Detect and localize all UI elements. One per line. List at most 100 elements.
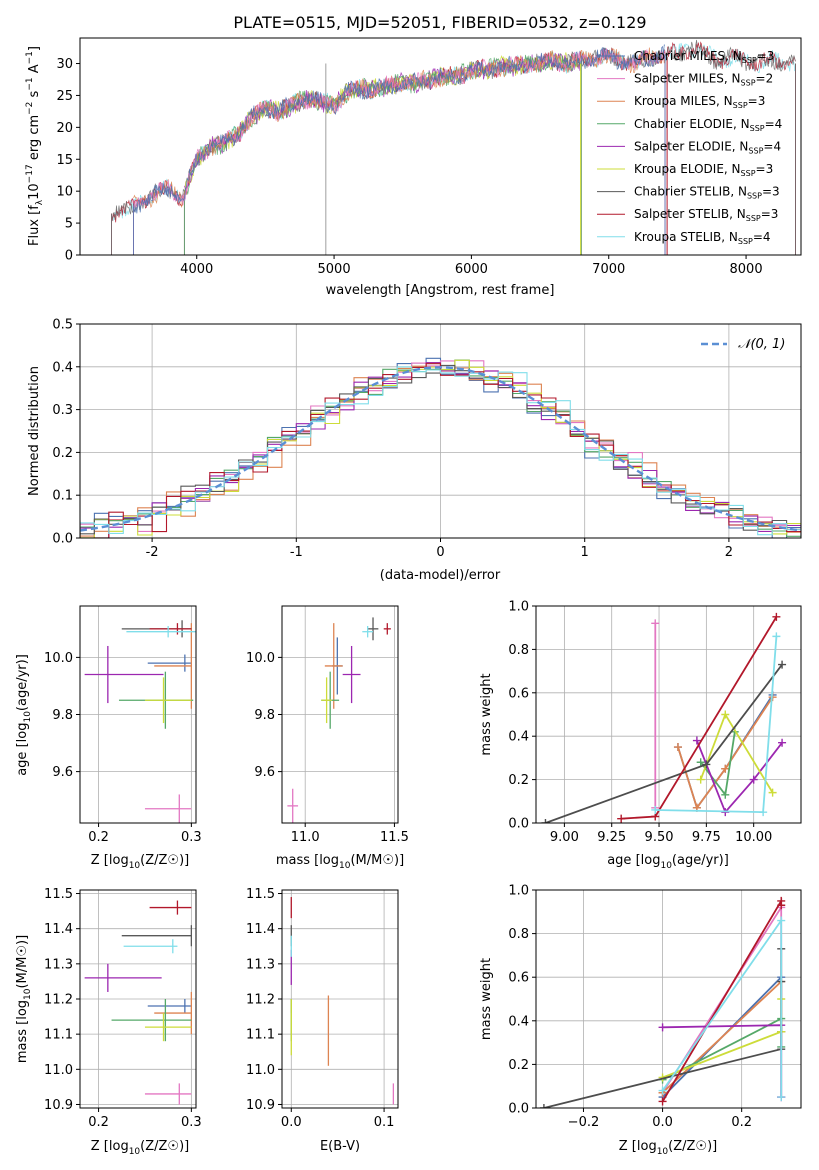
x-tick-label: 0.3 — [181, 830, 202, 845]
x-tick-label: 9.00 — [550, 830, 579, 845]
weight-marker — [651, 619, 660, 628]
plot-area — [541, 612, 787, 823]
ratio: (Z/Z☉) — [140, 1139, 184, 1154]
x-tick-label: 0.1 — [374, 1115, 395, 1130]
legend-entry: Chabrier STELIB, NSSP=3 — [634, 185, 780, 201]
figure-title: PLATE=0515, MJD=52051, FIBERID=0532, z=0… — [233, 13, 646, 32]
legend-value: =3 — [756, 162, 774, 176]
axes-frame — [535, 889, 802, 1109]
y-tick-label: 11.5 — [246, 887, 275, 902]
y-tick-label: 20 — [56, 121, 73, 136]
subscript: SSP — [750, 124, 765, 133]
weight-marker — [768, 788, 777, 797]
spectrum-panel: 4000 5000 6000 7000 8000 0 5 10 15 20 25 30 Chabrier… — [25, 37, 802, 298]
plot-area — [290, 897, 395, 1105]
histogram-step — [80, 366, 801, 536]
x-tick-label: 1 — [581, 545, 589, 560]
legend-value: =3 — [757, 49, 775, 63]
spectrum-legend: Chabrier MILES, NSSP=3 Salpeter MILES, NS… — [597, 49, 782, 246]
y-tick-label: 0.3 — [52, 403, 73, 418]
superscript: −1 — [25, 51, 35, 64]
age-vs-metallicity-panel: 0.2 0.3 9.6 9.8 10.0 Z [log10(Z/Z☉)] age [log1… — [15, 605, 202, 871]
y-tick-label: 0.5 — [52, 318, 73, 333]
y-tick-label: 0.2 — [52, 446, 73, 461]
y-tick-label: 0.1 — [52, 489, 73, 504]
y-tick-label: 10.0 — [246, 651, 275, 666]
y-tick-label: 10.9 — [44, 1098, 73, 1113]
weight-vs-metallicity-panel: −0.2 0.0 0.2 0.0 0.2 0.4 0.6 0.8 1.0 mass weight Z… — [479, 884, 802, 1157]
subscript: 10 — [660, 861, 672, 871]
gaussian-curve — [80, 366, 801, 532]
weight-marker — [749, 775, 758, 784]
y-tick-label: 11.0 — [246, 1063, 275, 1078]
subscript: SSP — [741, 79, 756, 88]
x-tick-label: 0.0 — [281, 1115, 302, 1130]
axes-frame — [79, 37, 802, 256]
legend-entry: Chabrier MILES, NSSP=3 — [634, 49, 774, 65]
x-axis-label: E(B-V) — [320, 1139, 360, 1154]
y-tick-label: 11.1 — [246, 1028, 275, 1043]
x-axis-label: (data-model)/error — [380, 568, 501, 583]
mass-vs-metallicity-panel: 0.2 0.3 10.9 11.0 11.1 11.2 11.3 11.4 11.5 Z [log… — [15, 887, 202, 1157]
y-tick-label: 1.0 — [508, 600, 529, 615]
y-tick-label: 0.6 — [508, 971, 529, 986]
x-tick-label: 0.2 — [731, 1115, 752, 1130]
weight-vs-age-panel: 9.00 9.25 9.50 9.75 10.00 0.0 0.2 0.4 0.6 0.8 1.0 m… — [479, 600, 802, 871]
plot-area — [287, 617, 391, 823]
x-tick-label: 8000 — [730, 262, 763, 277]
plot-area — [111, 39, 796, 255]
x-tick-label: 0.0 — [652, 1115, 673, 1130]
y-tick-label: 11.3 — [246, 957, 275, 972]
spectrum-line — [133, 47, 666, 209]
y-tick-label: 11.5 — [44, 887, 73, 902]
legend-entry: Salpeter MILES, NSSP=2 — [634, 72, 773, 88]
superscript: −1 — [25, 77, 35, 90]
weight-marker — [721, 710, 730, 719]
x-axis-label: age [log10(age/yr)] — [607, 853, 729, 871]
y-tick-label: 1.0 — [508, 884, 529, 899]
axes-frame — [535, 605, 802, 824]
y-tick-label: 0.4 — [52, 360, 73, 375]
legend-value: =2 — [756, 72, 774, 86]
x-tick-label: 0 — [436, 545, 444, 560]
legend-value: =4 — [753, 230, 771, 244]
legend-value: =3 — [761, 207, 779, 221]
ratio: (age/yr) — [15, 659, 30, 711]
y-tick-label: 9.6 — [52, 765, 73, 780]
weight-line — [545, 664, 783, 823]
ratio: (M/M☉) — [350, 853, 399, 868]
text: s — [27, 90, 42, 101]
plot-area — [80, 357, 801, 538]
y-tick-label: 10.0 — [44, 651, 73, 666]
y-axis-label: age [log10(age/yr)] — [15, 654, 33, 776]
ratio: (age/yr) — [672, 853, 724, 868]
weight-marker — [658, 1023, 667, 1032]
weight-marker — [777, 901, 786, 910]
x-axis-label: mass [log10(M/M☉)] — [276, 853, 404, 871]
y-axis-label: mass weight — [479, 958, 494, 1040]
axes-frame — [79, 889, 197, 1109]
y-tick-label: 9.8 — [254, 708, 275, 723]
weight-marker — [721, 790, 730, 799]
superscript: −2 — [25, 102, 35, 115]
subscript: SSP — [741, 169, 756, 178]
ratio: (M/M☉) — [15, 940, 30, 989]
subscript: λ — [35, 199, 45, 205]
y-tick-label: 5 — [65, 217, 73, 232]
superscript: −17 — [25, 164, 35, 183]
plot-area — [84, 620, 196, 823]
subscript: SSP — [746, 214, 761, 223]
axes-frame — [281, 889, 399, 1109]
y-tick-label: 0.2 — [508, 773, 529, 788]
y-tick-label: 15 — [56, 153, 73, 168]
x-tick-label: -1 — [290, 545, 303, 560]
legend-value: =4 — [763, 139, 781, 153]
x-axis-label: Z [log10(Z/Z☉)] — [91, 1139, 189, 1157]
weight-line — [661, 979, 783, 1094]
x-tick-label: 9.25 — [597, 830, 626, 845]
weight-marker — [658, 1097, 667, 1106]
y-tick-label: 9.6 — [254, 765, 275, 780]
axes-frame — [281, 605, 399, 824]
legend-value: =3 — [748, 94, 766, 108]
weight-marker — [778, 660, 787, 669]
